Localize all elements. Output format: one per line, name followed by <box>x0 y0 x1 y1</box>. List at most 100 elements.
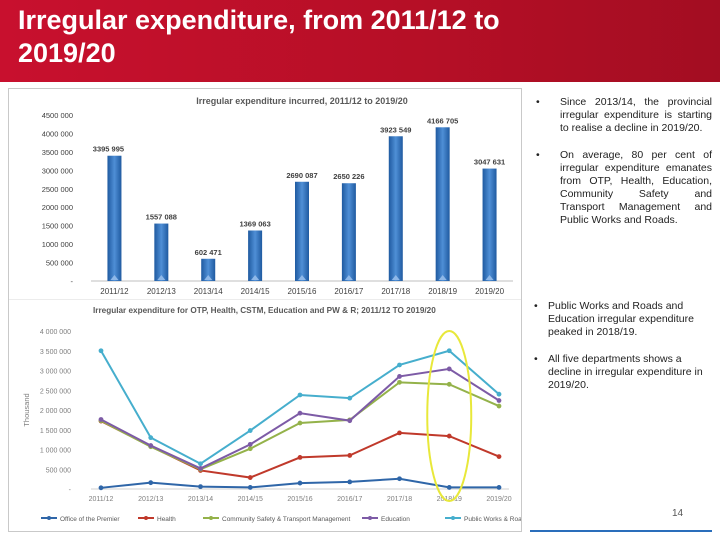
bar-data-label: 3923 549 <box>380 125 411 134</box>
x-tick-label: 2017/18 <box>387 496 412 503</box>
x-tick-label: 2016/17 <box>334 287 363 296</box>
bullet-text: All five departments shows a decline in … <box>548 353 703 391</box>
data-point <box>98 485 104 491</box>
slide-title: Irregular expenditure, from 2011/12 to 2… <box>18 5 500 68</box>
data-point <box>496 485 502 490</box>
legend-label: Office of the Premier <box>60 516 120 523</box>
bullet-item: • Since 2013/14, the provincial irregular… <box>532 96 712 135</box>
legend-label: Health <box>157 516 176 523</box>
y-tick-label: - <box>71 277 74 286</box>
legend-label: Education <box>381 516 410 523</box>
bullet-text: On average, 80 per cent of irregular exp… <box>560 149 712 226</box>
x-tick-label: 2014/15 <box>241 287 270 296</box>
bar-data-label: 4166 705 <box>427 116 458 125</box>
data-point <box>496 454 502 460</box>
page-number: 14 <box>672 508 684 519</box>
y-tick-label: 4000 000 <box>42 129 73 138</box>
legend-marker <box>368 516 372 520</box>
bar-data-label: 3047 631 <box>474 158 505 167</box>
bar-base-marker <box>391 275 400 280</box>
y-tick-label: 500 000 <box>46 259 73 268</box>
legend-marker <box>47 516 51 520</box>
y-tick-label: 2500 000 <box>42 185 73 194</box>
y-tick-label: 3 500 000 <box>40 349 71 356</box>
legend-marker <box>451 516 455 520</box>
data-point <box>397 430 402 436</box>
bullet-text: Since 2013/14, the provincial irregular … <box>560 96 712 134</box>
y-tick-label: 1500 000 <box>42 222 73 231</box>
x-tick-label: 2012/13 <box>138 496 163 503</box>
bar-data-label: 2690 087 <box>286 171 317 180</box>
x-tick-label: 2018/19 <box>437 496 462 503</box>
bar <box>248 230 263 281</box>
data-point <box>446 485 452 490</box>
bar-base-marker <box>438 275 447 280</box>
bar-base-marker <box>157 275 166 280</box>
bar <box>201 258 216 281</box>
bullet-icon: • <box>534 353 538 365</box>
x-tick-label: 2011/12 <box>89 496 114 503</box>
legend-marker <box>209 516 213 520</box>
legend-marker <box>144 516 148 520</box>
data-point <box>247 428 253 433</box>
x-tick-label: 2014/15 <box>238 496 263 503</box>
data-point <box>148 443 154 448</box>
data-point <box>198 466 203 471</box>
data-point <box>297 410 303 416</box>
data-point <box>446 433 452 439</box>
data-point <box>347 418 353 424</box>
y-tick-label: 2 000 000 <box>40 408 71 415</box>
x-tick-label: 2019/20 <box>475 287 504 296</box>
bar-data-label: 1557 088 <box>146 213 177 222</box>
data-point <box>148 480 154 486</box>
bar-base-marker <box>298 275 306 280</box>
bar <box>388 136 403 281</box>
bar-chart: Irregular expenditure incurred, 2011/12 … <box>42 96 513 296</box>
bullet-icon: • <box>534 300 538 312</box>
data-point <box>397 379 402 385</box>
x-tick-label: 2016/17 <box>337 496 362 503</box>
bar <box>482 168 497 281</box>
data-point <box>496 391 502 397</box>
footer-divider <box>530 530 712 532</box>
data-point <box>148 435 154 441</box>
data-point <box>496 398 502 403</box>
x-tick-label: 2018/19 <box>428 287 457 296</box>
bullet-item: • Public Works and Roads and Education ir… <box>532 300 704 339</box>
data-point <box>347 395 353 401</box>
bar-data-label: 602 471 <box>195 248 222 257</box>
y-tick-label: 500 000 <box>46 467 71 474</box>
data-point <box>98 417 104 422</box>
bar <box>107 155 122 281</box>
y-tick-label: 4500 000 <box>42 111 73 120</box>
line-chart: Irregular expenditure for OTP, Health, C… <box>9 299 521 523</box>
x-tick-label: 2017/18 <box>381 287 410 296</box>
bullet-icon: • <box>536 96 540 108</box>
x-tick-label: 2011/12 <box>100 287 129 296</box>
data-point <box>297 480 303 486</box>
bar-base-marker <box>485 275 494 280</box>
data-point <box>297 392 303 398</box>
y-tick-label: 2 500 000 <box>40 388 71 395</box>
bar <box>435 127 450 281</box>
top-bullets: • Since 2013/14, the provincial irregular… <box>532 96 712 241</box>
bar-data-label: 1369 063 <box>239 219 270 228</box>
data-point <box>496 403 502 409</box>
series-line <box>100 349 500 465</box>
bar-chart-title: Irregular expenditure incurred, 2011/12 … <box>196 96 408 106</box>
data-point <box>198 484 203 490</box>
bar <box>341 183 356 281</box>
bottom-bullets: • Public Works and Roads and Education ir… <box>532 300 704 406</box>
x-tick-label: 2015/16 <box>287 496 312 503</box>
x-tick-label: 2013/14 <box>188 496 213 503</box>
bullet-item: • All five departments shows a decline in… <box>532 353 704 392</box>
data-point <box>397 476 402 482</box>
data-point <box>98 348 104 354</box>
y-axis-label: Thousand <box>22 393 31 426</box>
y-tick-label: 2000 000 <box>42 203 73 212</box>
legend-label: Community Safety & Transport Management <box>222 516 350 523</box>
x-tick-label: 2013/14 <box>194 287 223 296</box>
y-tick-label: 4 000 000 <box>40 329 71 336</box>
y-tick-label: - <box>69 487 72 494</box>
data-point <box>247 446 253 452</box>
